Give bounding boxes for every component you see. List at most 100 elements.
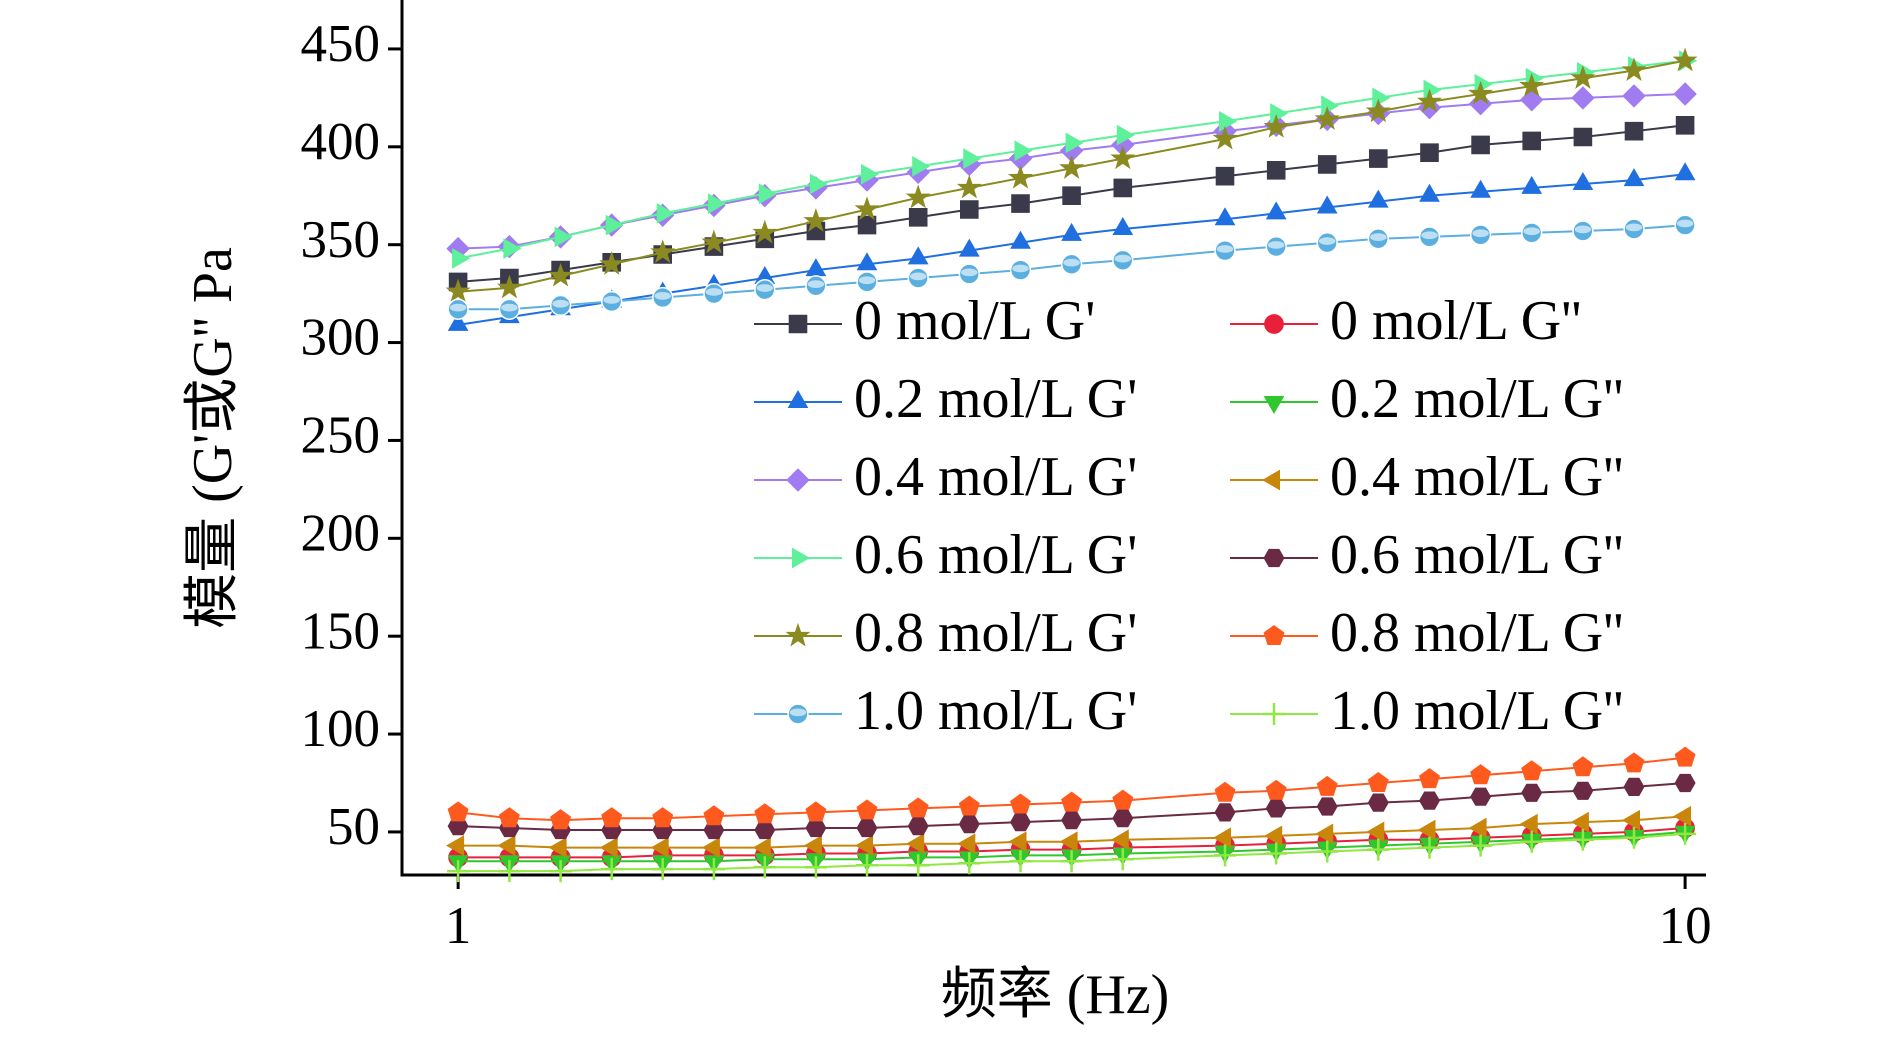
marker: [703, 282, 725, 305]
marker-shape: [1266, 161, 1286, 180]
marker: [754, 803, 776, 824]
marker: [1520, 830, 1543, 853]
marker: [1674, 773, 1696, 793]
marker-shape: [907, 816, 929, 836]
marker-shape: [1008, 164, 1033, 189]
marker-shape: [548, 837, 567, 858]
x-tick-label: 1: [445, 897, 472, 955]
marker-shape: [1061, 791, 1083, 812]
x-axis-title: 频率 (Hz): [941, 964, 1170, 1026]
marker-shape: [1468, 817, 1487, 839]
marker: [1264, 825, 1283, 847]
marker-shape: [1519, 813, 1538, 835]
marker-shape: [1623, 826, 1645, 849]
marker: [907, 854, 930, 877]
marker-shape: [1317, 155, 1337, 174]
marker: [1571, 86, 1595, 110]
marker-shape: [1214, 781, 1236, 802]
marker-highlight: [909, 272, 927, 281]
marker: [1214, 844, 1236, 867]
marker: [1417, 88, 1442, 113]
marker: [1367, 771, 1389, 792]
marker: [788, 314, 808, 334]
marker-shape: [1110, 829, 1129, 851]
marker: [787, 389, 809, 408]
marker: [1060, 253, 1083, 275]
marker-shape: [1573, 127, 1593, 147]
marker-shape: [452, 248, 471, 269]
marker-shape: [912, 156, 931, 177]
marker-highlight: [756, 284, 774, 292]
marker: [1265, 779, 1287, 800]
marker-shape: [958, 852, 981, 875]
marker: [1212, 827, 1231, 849]
marker: [1571, 828, 1594, 851]
marker-shape: [753, 856, 776, 879]
marker: [1621, 809, 1640, 831]
marker-highlight: [1114, 254, 1132, 263]
marker-shape: [599, 251, 625, 275]
marker: [1010, 812, 1031, 832]
marker-highlight: [1012, 264, 1029, 273]
marker: [1010, 793, 1031, 814]
marker-shape: [650, 837, 669, 858]
marker-shape: [1621, 57, 1647, 82]
marker: [805, 275, 827, 297]
marker-shape: [1110, 145, 1136, 170]
marker: [1521, 222, 1543, 244]
marker: [498, 860, 521, 883]
marker-shape: [1215, 166, 1235, 186]
marker-shape: [1367, 189, 1389, 208]
marker-highlight: [1472, 229, 1489, 238]
marker-shape: [1572, 781, 1594, 800]
marker-shape: [958, 814, 980, 834]
marker: [1062, 186, 1081, 205]
marker: [600, 858, 623, 881]
marker-shape: [1420, 143, 1439, 162]
marker-shape: [1263, 548, 1285, 568]
y-tick-label: 200: [301, 504, 381, 562]
marker-shape: [1470, 764, 1492, 785]
marker: [1265, 201, 1287, 220]
marker: [1010, 230, 1031, 249]
marker-shape: [1314, 106, 1340, 130]
marker: [956, 174, 982, 199]
marker-shape: [963, 148, 982, 169]
marker-shape: [754, 803, 776, 824]
marker: [1061, 811, 1083, 830]
marker-shape: [1263, 114, 1289, 138]
marker-shape: [752, 837, 771, 858]
y-axis-title: 模量 (G'或G'' Pa: [182, 247, 244, 629]
marker-highlight: [1318, 237, 1336, 245]
marker: [1316, 775, 1338, 796]
marker: [703, 805, 725, 826]
marker: [1316, 840, 1339, 863]
marker: [702, 858, 725, 881]
marker: [856, 818, 878, 838]
marker-highlight: [1267, 241, 1285, 249]
marker-shape: [1265, 779, 1287, 800]
marker-shape: [803, 208, 829, 232]
marker-shape: [1572, 756, 1594, 777]
marker-shape: [1059, 155, 1085, 179]
legend-label: 0.6 mol/L G'': [1330, 524, 1623, 586]
marker: [548, 262, 574, 287]
marker-shape: [906, 833, 925, 855]
marker: [1521, 760, 1543, 781]
legend-label: 0.4 mol/L G': [854, 446, 1137, 508]
marker: [1674, 162, 1696, 181]
marker: [912, 156, 931, 177]
marker: [1315, 823, 1334, 845]
marker-shape: [1570, 65, 1596, 89]
legend-label: 0 mol/L G'': [1330, 290, 1581, 352]
marker-shape: [1672, 47, 1698, 72]
marker-shape: [854, 835, 873, 856]
marker-shape: [498, 807, 520, 828]
marker-shape: [1623, 752, 1645, 773]
marker: [1060, 850, 1083, 873]
marker: [854, 196, 880, 221]
marker-shape: [957, 833, 976, 855]
marker-shape: [1571, 86, 1595, 110]
marker: [549, 294, 572, 317]
marker: [651, 858, 674, 881]
